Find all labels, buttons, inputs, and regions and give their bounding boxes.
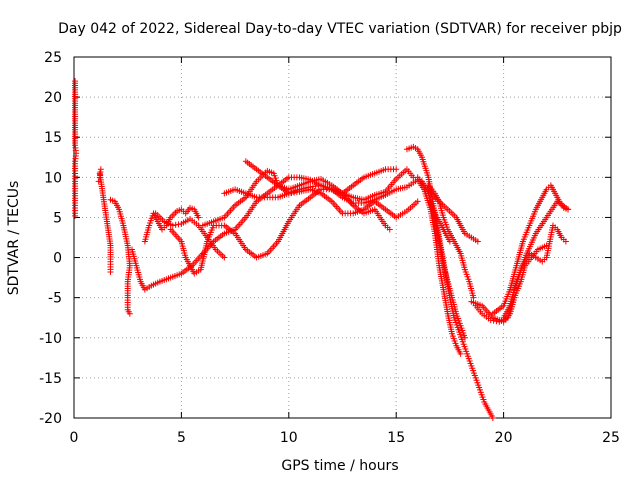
data-point <box>107 268 114 275</box>
data-point <box>175 221 182 228</box>
data-point <box>493 318 500 325</box>
series-early-cluster <box>95 166 114 275</box>
data-point <box>565 206 572 213</box>
series-arc-7 <box>221 166 400 201</box>
data-point <box>393 166 400 173</box>
x-tick-label: 15 <box>387 430 405 446</box>
series-upper-arc <box>199 166 417 229</box>
data-point <box>474 238 481 245</box>
data-point <box>172 221 179 228</box>
series-upper-fall <box>414 174 481 245</box>
x-tick-label: 10 <box>280 430 298 446</box>
tick-labels: 0 5 10 15 20 25 -20 -15 -10 -5 0 5 10 15 20 25 <box>39 50 620 446</box>
data-point <box>72 212 79 219</box>
series-peak-fall <box>403 143 496 421</box>
data-point <box>461 334 468 341</box>
x-tick-label: 5 <box>177 430 186 446</box>
series-low-arc <box>128 174 464 357</box>
y-tick-label: 10 <box>44 170 62 186</box>
data-point <box>457 350 464 357</box>
x-axis-label: GPS time / hours <box>281 458 398 474</box>
data-point <box>414 198 421 205</box>
data-point <box>487 317 494 324</box>
data-point <box>97 166 104 173</box>
series-rise-mid <box>511 198 572 293</box>
series-start-spike <box>72 78 80 219</box>
data-point <box>169 222 176 229</box>
y-tick-label: -5 <box>48 291 62 307</box>
series-drop-1 <box>107 196 133 317</box>
chart-title: Day 042 of 2022, Sidereal Day-to-day VTE… <box>58 21 622 37</box>
grid-lines <box>73 56 612 419</box>
series-arc-chain <box>152 210 228 261</box>
y-tick-label: 0 <box>53 251 62 267</box>
x-tick-label: 25 <box>602 430 620 446</box>
data-point <box>126 310 133 317</box>
y-tick-label: 15 <box>44 130 62 146</box>
y-tick-label: 5 <box>53 210 62 226</box>
data-point <box>195 214 202 221</box>
x-tick-label: 0 <box>70 430 79 446</box>
data-point <box>386 226 393 233</box>
y-tick-label: 25 <box>44 50 62 66</box>
data-points <box>72 78 572 421</box>
data-point <box>489 415 496 421</box>
series-arc-8 <box>242 158 421 221</box>
y-tick-label: -20 <box>39 411 62 427</box>
y-tick-label: -10 <box>39 331 62 347</box>
y-axis-label: SDTVAR / TECUs <box>6 181 22 296</box>
data-point <box>446 238 453 245</box>
series-mid-fall <box>427 198 453 245</box>
x-tick-label: 20 <box>495 430 513 446</box>
plot-frame <box>73 56 612 419</box>
data-point <box>562 238 569 245</box>
data-point <box>221 254 228 261</box>
data-point <box>490 317 497 324</box>
y-tick-label: -15 <box>39 371 62 387</box>
y-tick-label: 20 <box>44 90 62 106</box>
axis-ticks <box>73 56 612 419</box>
